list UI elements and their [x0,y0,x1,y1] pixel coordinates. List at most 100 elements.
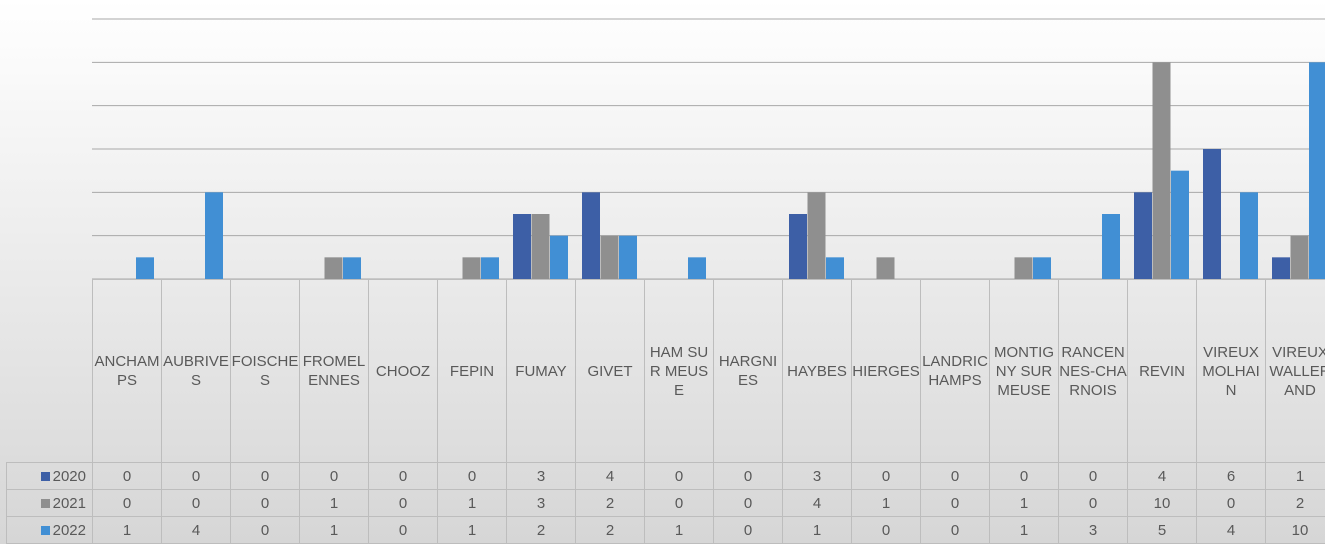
category-header-text: HARGNIES [718,353,778,389]
table-value: 0 [644,489,714,517]
table-value: 0 [920,489,990,517]
category-header: MONTIGNY SUR MEUSE [989,279,1059,463]
table-value-text: 0 [467,467,477,485]
table-value-text: 0 [950,521,960,539]
category-header: GIVET [575,279,645,463]
legend-label: 2021 [52,494,86,512]
table-value-text: 0 [1226,494,1236,512]
category-header: FOISCHES [230,279,300,463]
table-value: 0 [920,462,990,490]
category-header-text: HAYBES [787,362,847,380]
bar [1171,170,1189,279]
table-value-text: 0 [1019,467,1029,485]
bar [789,214,807,279]
bar [1102,214,1120,279]
category-header-text: MONTIGNY SUR MEUSE [994,343,1054,399]
table-value-text: 4 [605,467,615,485]
table-value: 0 [713,462,783,490]
table-value-text: 0 [398,494,408,512]
table-value: 0 [92,489,162,517]
legend-entry: 2022 [6,516,93,544]
table-value: 0 [230,516,300,544]
table-value-text: 4 [1226,521,1236,539]
table-value: 0 [299,462,369,490]
table-value-text: 0 [950,494,960,512]
legend-swatch [40,525,50,535]
table-value: 0 [230,462,300,490]
category-header: FEPIN [437,279,507,463]
table-value-text: 0 [743,494,753,512]
table-value: 1 [851,489,921,517]
table-value-text: 4 [1157,467,1167,485]
table-value: 1 [299,516,369,544]
table-value: 0 [161,489,231,517]
table-value-text: 0 [260,494,270,512]
table-value: 0 [851,516,921,544]
table-value: 3 [506,462,576,490]
table-value-text: 1 [674,521,684,539]
category-header: FROMELENNES [299,279,369,463]
legend-swatch [40,471,50,481]
table-value-text: 3 [536,494,546,512]
category-header: REVIN [1127,279,1197,463]
table-value: 4 [575,462,645,490]
table-value: 6 [1196,462,1266,490]
bar [807,192,826,279]
table-value: 4 [1127,462,1197,490]
table-value: 0 [920,516,990,544]
bar [1240,192,1258,279]
category-header-text: REVIN [1139,362,1185,380]
table-value: 0 [368,462,438,490]
table-value: 0 [713,489,783,517]
table-value-text: 0 [1088,467,1098,485]
category-header-text: CHOOZ [375,362,431,380]
table-value-text: 1 [122,521,132,539]
bar [600,235,619,279]
table-value: 0 [644,462,714,490]
category-header-text: GIVET [587,362,633,380]
table-value-text: 2 [536,521,546,539]
category-header-text: ANCHAMPS [94,353,160,389]
table-value: 2 [1265,489,1325,517]
category-header-text: HIERGES [852,362,920,380]
table-value-text: 0 [881,467,891,485]
table-value: 0 [989,462,1059,490]
table-value-text: 0 [398,467,408,485]
table-value-text: 1 [812,521,822,539]
table-value-text: 1 [467,494,477,512]
category-header-text: FEPIN [449,362,495,380]
table-value: 0 [851,462,921,490]
table-value-text: 0 [191,467,201,485]
bar [619,235,637,279]
table-value: 0 [1196,489,1266,517]
bar [343,257,361,279]
category-header: HIERGES [851,279,921,463]
category-header-text: FUMAY [515,362,567,380]
table-value-text: 3 [536,467,546,485]
table-value: 1 [644,516,714,544]
table-value-text: 0 [122,467,132,485]
table-value: 1 [782,516,852,544]
table-value-text: 1 [467,521,477,539]
table-value-text: 3 [812,467,822,485]
category-header: RANCENNES-CHARNOIS [1058,279,1128,463]
table-value: 4 [782,489,852,517]
table-value-text: 10 [1153,494,1171,512]
table-value-text: 0 [329,467,339,485]
table-value: 10 [1127,489,1197,517]
bar [550,235,568,279]
bar [462,257,481,279]
category-header: LANDRICHAMPS [920,279,990,463]
table-value-text: 0 [743,521,753,539]
table-value-text: 6 [1226,467,1236,485]
table-value-text: 0 [260,521,270,539]
table-value: 1 [989,489,1059,517]
bar [1290,235,1309,279]
table-value: 4 [161,516,231,544]
bar [136,257,154,279]
table-value: 1 [437,489,507,517]
table-value-text: 0 [398,521,408,539]
table-value-text: 1 [1019,494,1029,512]
